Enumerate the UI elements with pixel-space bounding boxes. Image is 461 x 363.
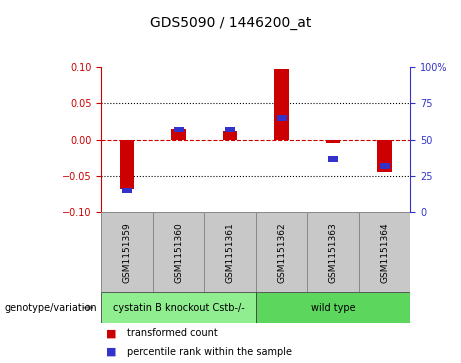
Bar	[101, 292, 256, 323]
Bar	[153, 212, 204, 292]
Text: GSM1151361: GSM1151361	[225, 222, 235, 283]
Text: GSM1151362: GSM1151362	[277, 222, 286, 283]
Bar	[326, 140, 340, 143]
Text: GSM1151359: GSM1151359	[123, 222, 132, 283]
Text: GSM1151360: GSM1151360	[174, 222, 183, 283]
Text: GSM1151364: GSM1151364	[380, 222, 389, 283]
Text: GDS5090 / 1446200_at: GDS5090 / 1446200_at	[150, 16, 311, 30]
Text: transformed count: transformed count	[127, 328, 218, 338]
Bar	[171, 129, 186, 140]
Text: percentile rank within the sample: percentile rank within the sample	[127, 347, 292, 357]
Bar	[223, 131, 237, 140]
Bar	[120, 140, 134, 189]
Bar	[328, 156, 338, 162]
Text: ■: ■	[106, 328, 120, 338]
Text: ■: ■	[106, 347, 120, 357]
Bar	[225, 127, 235, 132]
Bar	[101, 212, 153, 292]
Text: genotype/variation: genotype/variation	[5, 303, 97, 313]
Bar	[256, 292, 410, 323]
Bar	[307, 212, 359, 292]
Bar	[378, 140, 392, 172]
Bar	[256, 212, 307, 292]
Bar	[122, 188, 132, 193]
Bar	[174, 127, 183, 132]
Text: wild type: wild type	[311, 303, 355, 313]
Text: GSM1151363: GSM1151363	[329, 222, 337, 283]
Bar	[274, 69, 289, 140]
Text: cystatin B knockout Cstb-/-: cystatin B knockout Cstb-/-	[113, 303, 244, 313]
Bar	[379, 163, 390, 169]
Bar	[359, 212, 410, 292]
Bar	[277, 115, 287, 121]
Bar	[204, 212, 256, 292]
